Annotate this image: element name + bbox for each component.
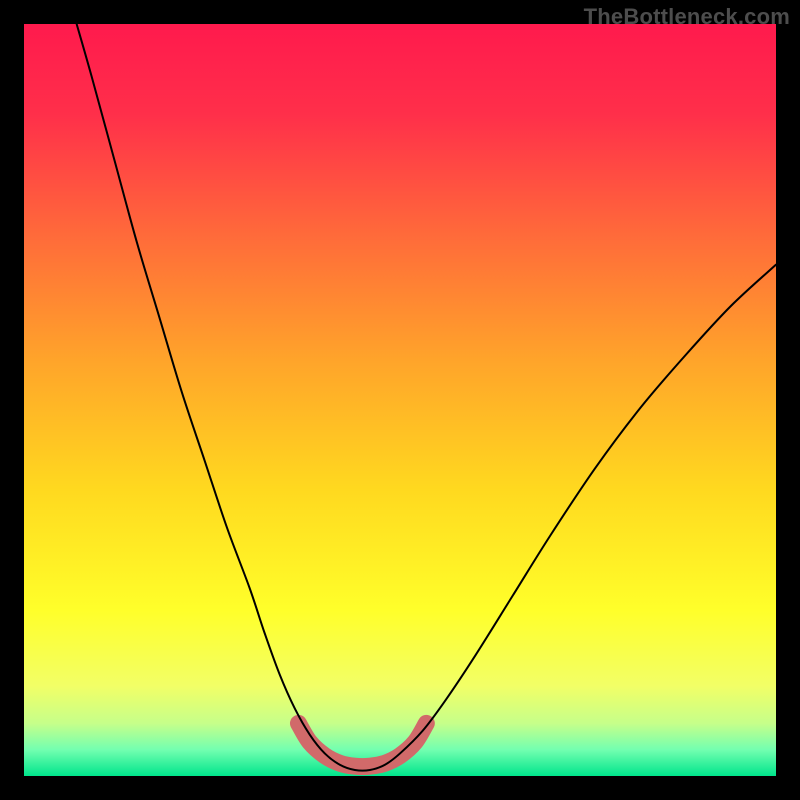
watermark-text: TheBottleneck.com [584, 4, 790, 30]
bottleneck-curve-chart [24, 24, 776, 776]
chart-frame: TheBottleneck.com [0, 0, 800, 800]
plot-area [24, 24, 776, 776]
gradient-background [24, 24, 776, 776]
